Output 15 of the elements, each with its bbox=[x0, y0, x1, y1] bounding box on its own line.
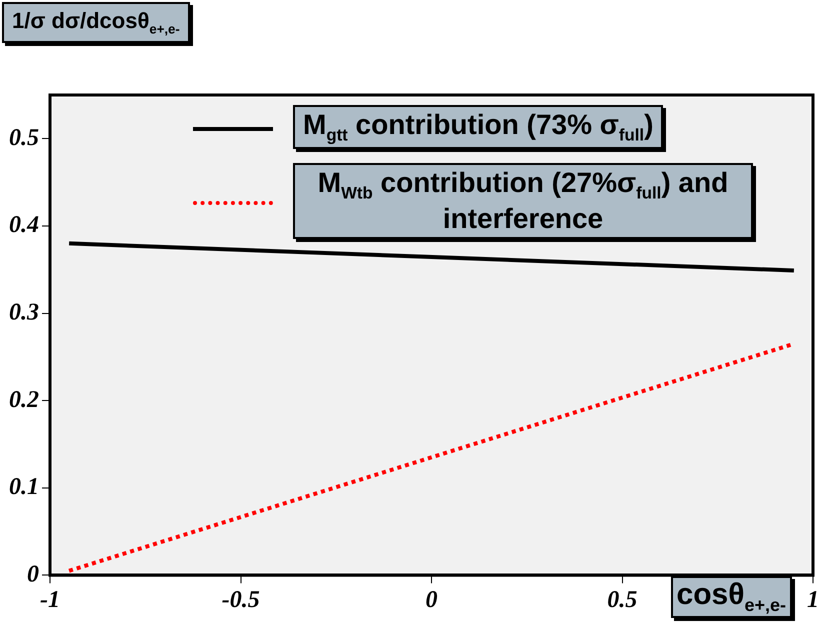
x-tick-label: -0.5 bbox=[222, 586, 260, 613]
y-tick-label: 0.1 bbox=[9, 474, 39, 500]
y-tick-label: 0.2 bbox=[9, 386, 39, 413]
y-tick-label: 0.4 bbox=[9, 212, 39, 238]
x-tick-label: 0 bbox=[426, 586, 438, 613]
x-tick-label: 0.5 bbox=[607, 586, 638, 613]
y-tick-label: 0 bbox=[27, 561, 39, 588]
x-tick-label: 1 bbox=[807, 586, 819, 613]
y-tick-label: 0.3 bbox=[9, 299, 39, 326]
y-tick-label: 0.5 bbox=[9, 124, 39, 151]
y-axis-title: 1/σ dσ/dcosθ$_{e+,e-}$ bbox=[2, 2, 190, 44]
x-tick-label: -1 bbox=[40, 586, 60, 613]
x-axis-title: cosθ$_{e+,e-}$ bbox=[670, 576, 792, 618]
legend-label: M$_{gtt}$ contribution (73% σ$_{full}$) bbox=[293, 105, 664, 149]
text: M$_{Wtb}$ contribution (27%σ$_{full}$) and interference bbox=[318, 167, 728, 234]
